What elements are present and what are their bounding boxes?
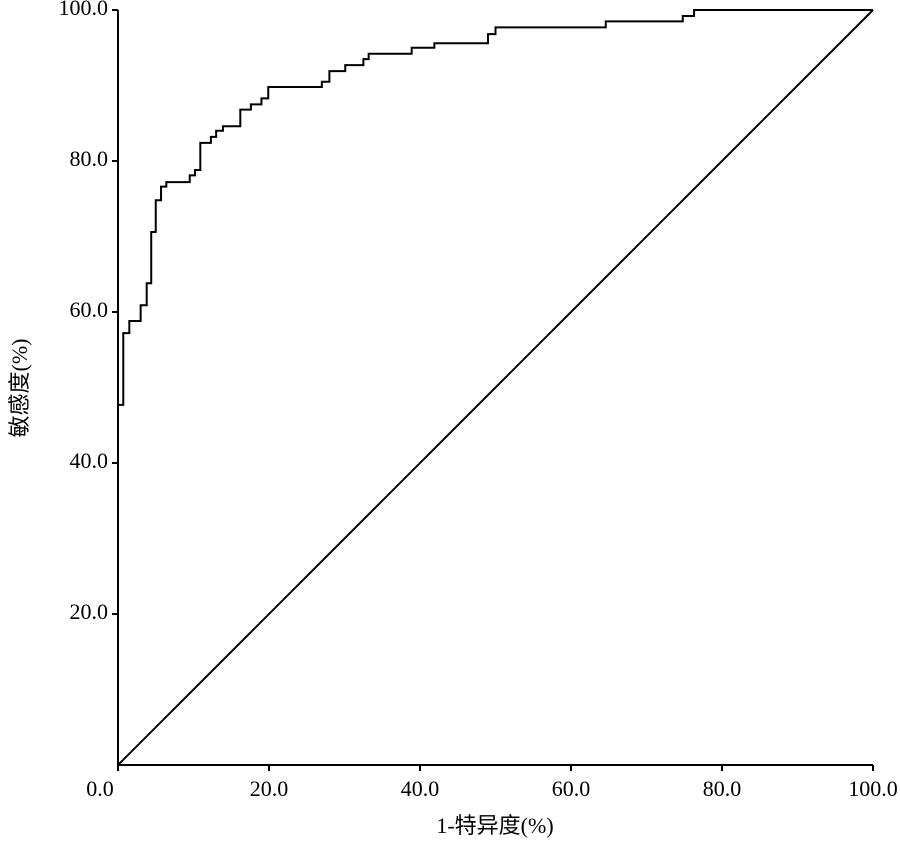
y-tick-label: 100.0 bbox=[59, 0, 109, 20]
y-axis-label: 敏感度(%) bbox=[7, 339, 32, 438]
x-tick-label: 80.0 bbox=[703, 776, 742, 801]
x-tick-label: 60.0 bbox=[552, 776, 591, 801]
line bbox=[117, 9, 874, 766]
x-tick-label: 100.0 bbox=[848, 776, 898, 801]
y-tick-label: 60.0 bbox=[70, 297, 109, 322]
y-tick-label: 20.0 bbox=[70, 599, 109, 624]
x-tick-label: 40.0 bbox=[401, 776, 440, 801]
y-tick-label: 80.0 bbox=[70, 146, 109, 171]
line bbox=[117, 9, 873, 765]
y-tick-label: 40.0 bbox=[70, 448, 109, 473]
x-tick-label: 0.0 bbox=[86, 776, 114, 801]
x-axis-label: 1-特异度(%) bbox=[436, 813, 553, 838]
x-tick-label: 20.0 bbox=[250, 776, 289, 801]
